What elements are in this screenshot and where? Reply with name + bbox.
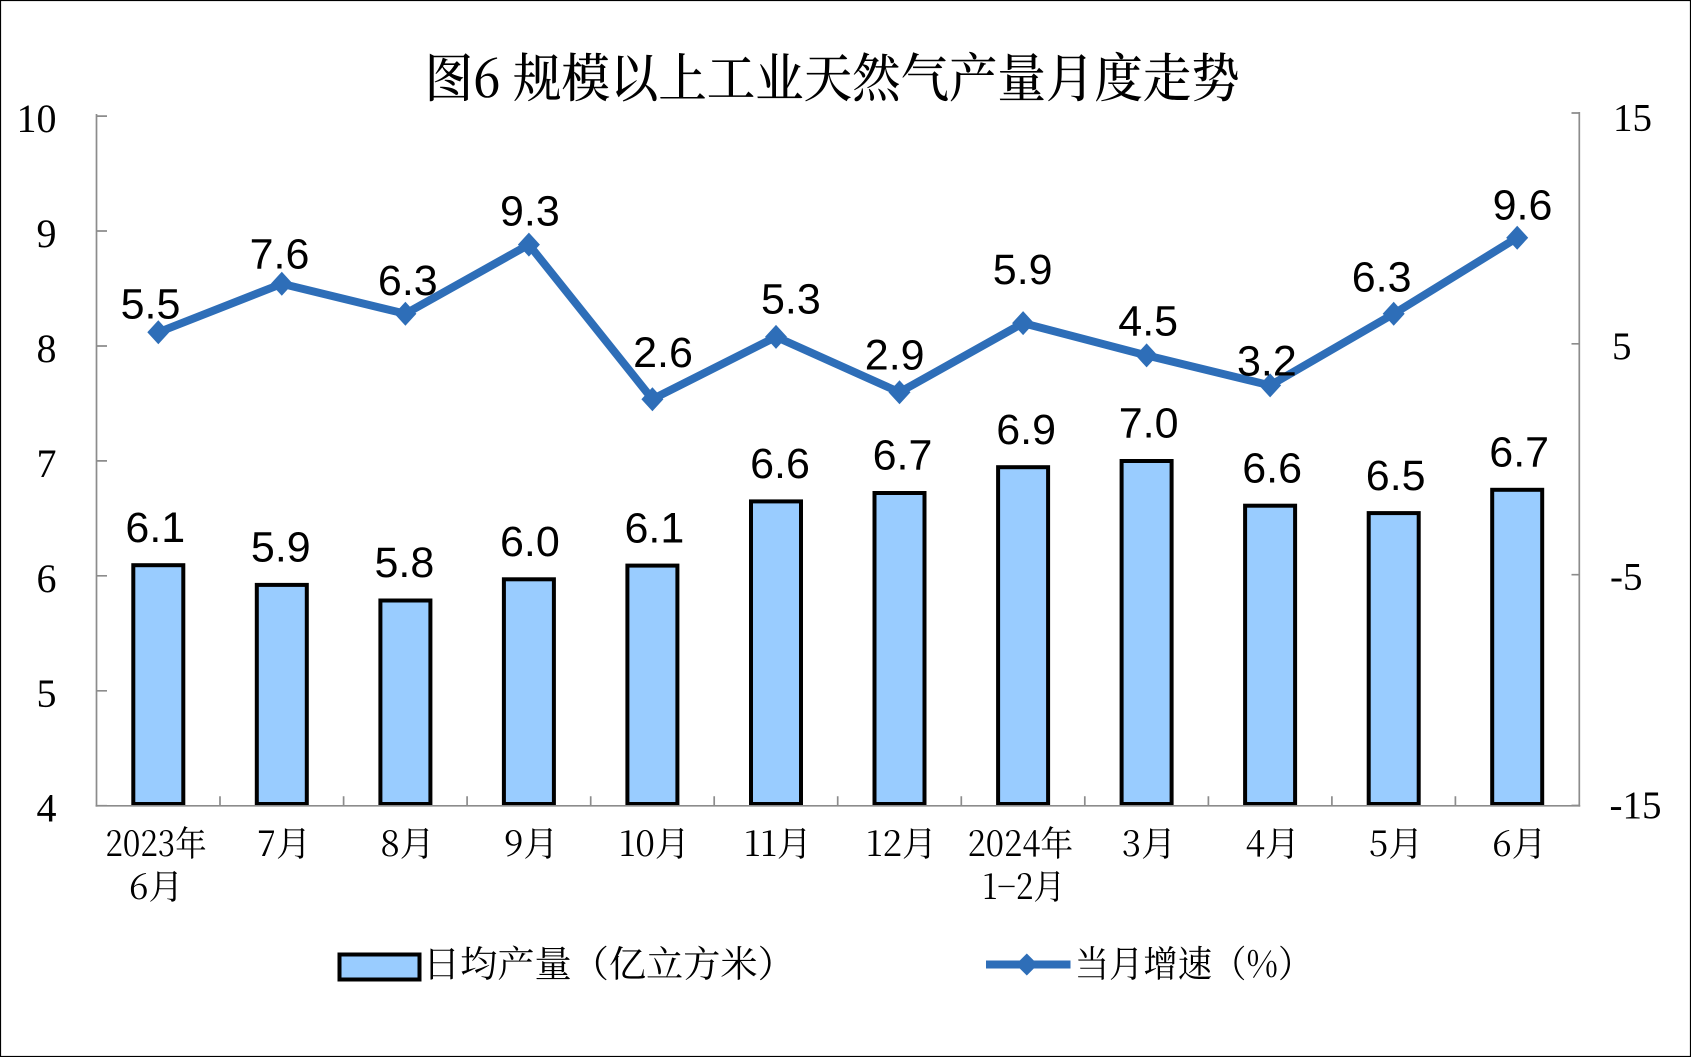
svg-text:6.7: 6.7	[873, 432, 933, 480]
svg-text:3.2: 3.2	[1237, 338, 1297, 386]
svg-text:7.0: 7.0	[1119, 400, 1179, 448]
svg-text:6.1: 6.1	[625, 504, 685, 552]
svg-text:6.3: 6.3	[1352, 254, 1412, 302]
svg-text:6.9: 6.9	[996, 406, 1056, 454]
svg-text:6.6: 6.6	[750, 440, 810, 488]
svg-text:-5: -5	[1610, 556, 1643, 599]
svg-text:5.9: 5.9	[993, 246, 1053, 294]
svg-text:9.3: 9.3	[500, 187, 560, 235]
svg-text:5.3: 5.3	[761, 275, 821, 323]
svg-text:5.8: 5.8	[375, 539, 435, 587]
svg-text:5: 5	[1612, 325, 1632, 368]
svg-text:9: 9	[37, 211, 57, 256]
svg-text:5.5: 5.5	[121, 281, 181, 329]
svg-text:8: 8	[37, 326, 57, 371]
svg-text:6.1: 6.1	[125, 504, 185, 552]
svg-text:4.5: 4.5	[1118, 297, 1178, 345]
svg-text:9.6: 9.6	[1493, 181, 1553, 229]
svg-text:15: 15	[1613, 97, 1652, 140]
svg-text:7.6: 7.6	[250, 230, 310, 278]
svg-text:6.0: 6.0	[500, 518, 560, 566]
svg-text:6: 6	[37, 556, 57, 601]
svg-text:-15: -15	[1610, 784, 1662, 827]
svg-text:5.9: 5.9	[251, 524, 311, 572]
svg-text:10: 10	[17, 96, 57, 141]
svg-text:7: 7	[37, 441, 57, 486]
svg-text:6.6: 6.6	[1242, 444, 1302, 492]
svg-text:4: 4	[37, 786, 57, 831]
svg-text:2.9: 2.9	[865, 332, 925, 380]
svg-text:6.7: 6.7	[1489, 429, 1549, 477]
svg-text:5: 5	[37, 671, 57, 716]
svg-text:2.6: 2.6	[633, 329, 693, 377]
svg-text:6.3: 6.3	[378, 257, 438, 305]
svg-text:6.5: 6.5	[1366, 452, 1426, 500]
